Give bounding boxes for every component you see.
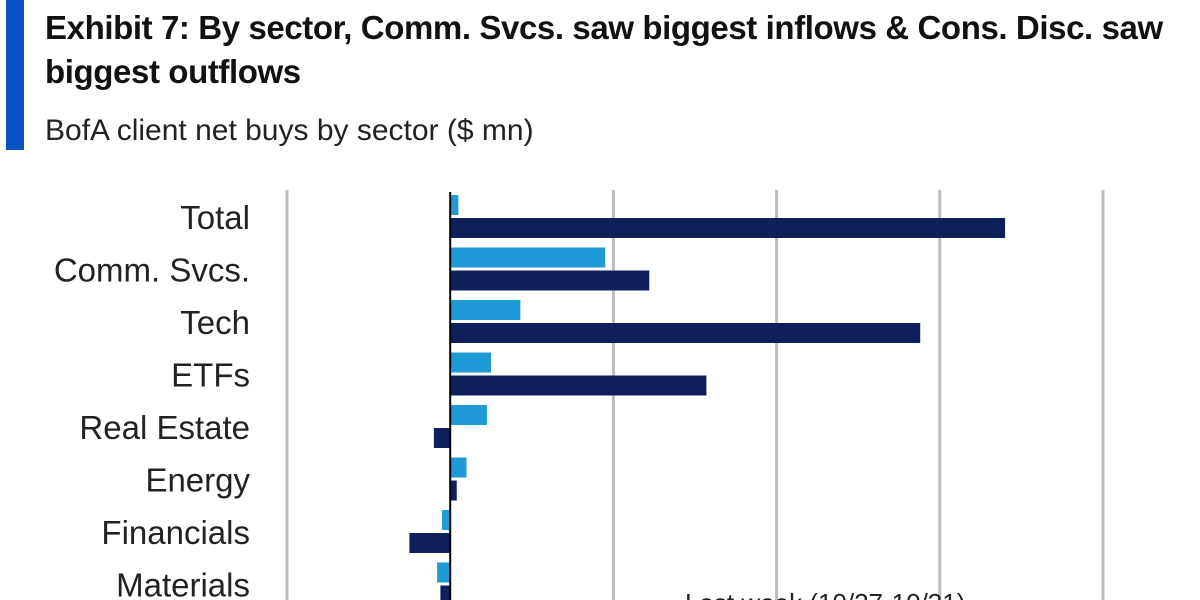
category-label: Tech xyxy=(180,304,250,341)
category-label: Comm. Svcs. xyxy=(54,252,250,289)
bar-longer-period xyxy=(450,375,707,396)
chart-subtitle: BofA client net buys by sector ($ mn) xyxy=(45,114,534,147)
bar-longer-period xyxy=(450,218,1006,238)
category-label: Energy xyxy=(145,462,250,499)
category-label: Financials xyxy=(101,514,250,551)
accent-bar xyxy=(6,0,24,150)
bar-longer-period xyxy=(409,533,451,553)
bar-last-week xyxy=(442,510,451,530)
category-label: Total xyxy=(180,199,250,236)
category-label: ETFs xyxy=(171,357,250,394)
bar-longer-period xyxy=(433,428,451,448)
bar-last-week xyxy=(450,405,487,425)
legend-label: Last week (10/27-10/31) xyxy=(685,588,965,600)
bar-last-week xyxy=(450,352,491,373)
bar-last-week xyxy=(437,562,451,583)
bar-last-week xyxy=(450,247,606,268)
bar-last-week xyxy=(450,195,459,215)
chart-title: Exhibit 7: By sector, Comm. Svcs. saw bi… xyxy=(45,9,1163,90)
bar-last-week xyxy=(450,300,521,320)
bar-chart: Total Comm. Svcs. Tech ETFs Real Estate Energ… xyxy=(54,190,1105,600)
bar-longer-period xyxy=(450,323,921,343)
bar-longer-period xyxy=(450,270,650,291)
category-label: Real Estate xyxy=(79,409,250,446)
bar-last-week xyxy=(450,457,467,478)
bar-longer-period xyxy=(440,585,451,600)
category-label: Materials xyxy=(116,567,250,600)
bar-longer-period xyxy=(450,480,457,501)
